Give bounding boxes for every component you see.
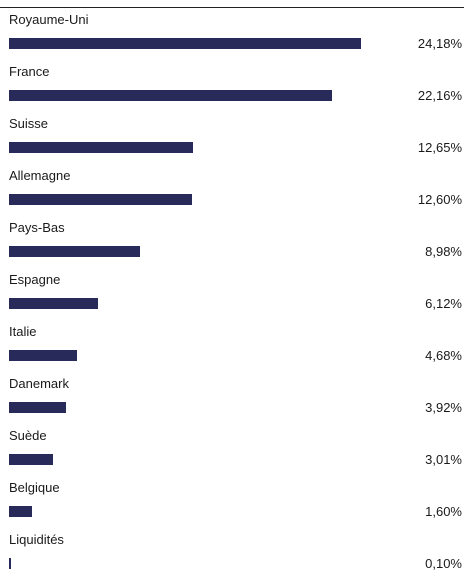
bar-row: Belgique 1,60% bbox=[0, 480, 464, 532]
bar bbox=[9, 350, 78, 361]
value-label: 6,12% bbox=[425, 296, 462, 311]
bar-row: Danemark 3,92% bbox=[0, 376, 464, 428]
bar-row: Italie 4,68% bbox=[0, 324, 464, 376]
bar-row: Royaume-Uni 24,18% bbox=[0, 12, 464, 64]
country-allocation-chart: Royaume-Uni 24,18% France 22,16% Suisse 12,65… bbox=[0, 7, 464, 571]
category-label: Suède bbox=[9, 428, 47, 443]
category-label: France bbox=[9, 64, 50, 79]
bar bbox=[9, 298, 99, 309]
bar-row: Suède 3,01% bbox=[0, 428, 464, 480]
bar bbox=[9, 454, 53, 465]
value-label: 1,60% bbox=[425, 504, 462, 519]
category-label: Espagne bbox=[9, 272, 61, 287]
value-label: 24,18% bbox=[417, 36, 462, 51]
value-label: 8,98% bbox=[425, 244, 462, 259]
top-rule bbox=[0, 7, 464, 8]
value-label: 3,01% bbox=[425, 452, 462, 467]
bar bbox=[9, 402, 67, 413]
bar-row: Espagne 6,12% bbox=[0, 272, 464, 324]
category-label: Pays-Bas bbox=[9, 220, 65, 235]
value-label: 12,60% bbox=[417, 192, 462, 207]
bar bbox=[9, 90, 332, 101]
value-label: 0,10% bbox=[425, 556, 462, 571]
bar bbox=[9, 38, 361, 49]
bar bbox=[9, 194, 193, 205]
category-label: Danemark bbox=[9, 376, 69, 391]
value-label: 4,68% bbox=[425, 348, 462, 363]
category-label: Liquidités bbox=[9, 532, 64, 547]
value-label: 12,65% bbox=[417, 140, 462, 155]
bar-row: Pays-Bas 8,98% bbox=[0, 220, 464, 272]
category-label: Suisse bbox=[9, 116, 49, 131]
category-label: Italie bbox=[9, 324, 37, 339]
category-label: Royaume-Uni bbox=[9, 12, 89, 27]
category-label: Allemagne bbox=[9, 168, 71, 183]
bar bbox=[9, 506, 33, 517]
bar bbox=[9, 246, 140, 257]
bar bbox=[9, 558, 11, 569]
category-label: Belgique bbox=[9, 480, 60, 495]
value-label: 3,92% bbox=[425, 400, 462, 415]
bar-row: Suisse 12,65% bbox=[0, 116, 464, 168]
bar-row: France 22,16% bbox=[0, 64, 464, 116]
bar-row: Liquidités 0,10% bbox=[0, 532, 464, 584]
value-label: 22,16% bbox=[417, 88, 462, 103]
bar bbox=[9, 142, 194, 153]
bar-row: Allemagne 12,60% bbox=[0, 168, 464, 220]
